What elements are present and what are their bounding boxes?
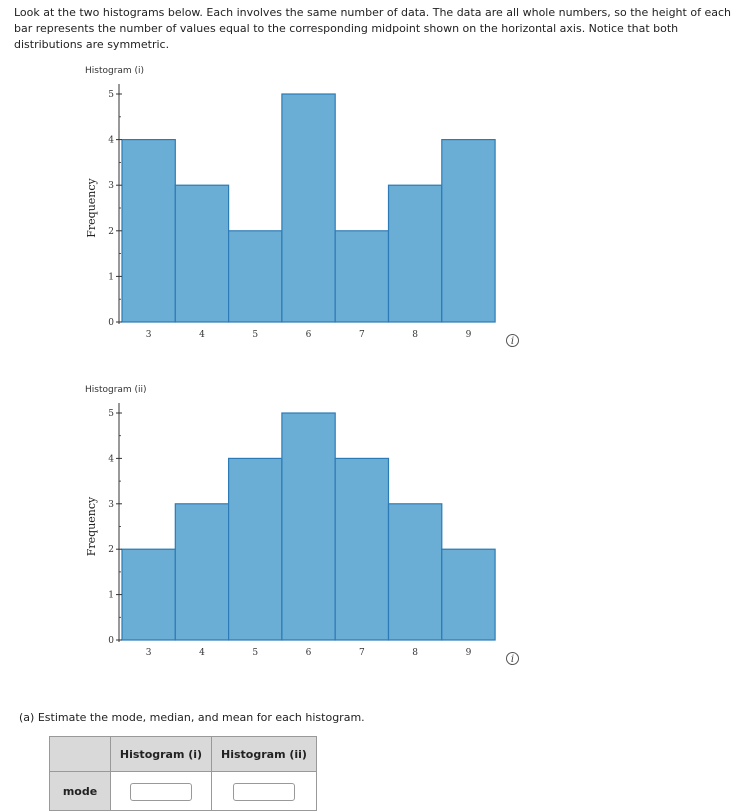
histogram-2-title: Histogram (ii) bbox=[85, 385, 147, 395]
x-tick-label: 7 bbox=[359, 330, 365, 340]
y-axis-label: Frequency bbox=[85, 177, 98, 237]
histogram-bar bbox=[387, 503, 443, 641]
table-row: mode bbox=[49, 771, 317, 811]
mode-cell-histogram-1 bbox=[110, 771, 212, 811]
y-tick-label: 1 bbox=[108, 591, 114, 601]
x-tick-label: 4 bbox=[199, 330, 205, 340]
x-tick-label: 8 bbox=[412, 648, 418, 658]
y-tick-label: 5 bbox=[108, 409, 114, 419]
info-icon[interactable]: i bbox=[506, 334, 519, 347]
mode-cell-histogram-2 bbox=[211, 771, 317, 811]
column-header-histogram-2: Histogram (ii) bbox=[211, 736, 317, 772]
histogram-bar bbox=[441, 139, 496, 323]
histogram-bar bbox=[334, 230, 390, 323]
histogram-bar bbox=[281, 412, 336, 641]
column-header-histogram-1: Histogram (i) bbox=[110, 736, 212, 772]
x-tick-label: 9 bbox=[466, 330, 472, 340]
y-tick-label: 4 bbox=[108, 136, 114, 146]
y-tick-label: 4 bbox=[108, 454, 114, 464]
x-tick-label: 5 bbox=[252, 648, 258, 658]
histogram-1-title: Histogram (i) bbox=[85, 66, 145, 76]
part-a-prompt: (a) Estimate the mode, median, and mean … bbox=[19, 711, 365, 724]
histogram-bar bbox=[281, 93, 336, 323]
y-tick-label: 5 bbox=[108, 90, 114, 100]
x-tick-label: 3 bbox=[146, 330, 152, 340]
y-tick-label: 2 bbox=[108, 227, 114, 237]
histogram-2-chart: 0 1 2 3 4 5 3 4 5 6 7 8 9 Frequency bbox=[85, 403, 496, 658]
y-tick-label: 3 bbox=[108, 181, 114, 191]
y-axis-label: Frequency bbox=[85, 496, 98, 556]
mode-input-histogram-1[interactable] bbox=[130, 783, 192, 802]
histogram-bar bbox=[441, 548, 496, 641]
y-tick-label: 0 bbox=[108, 636, 114, 646]
x-tick-label: 4 bbox=[199, 648, 205, 658]
answer-table: Histogram (i) Histogram (ii) mode bbox=[49, 736, 317, 811]
histogram-bar bbox=[334, 457, 390, 641]
y-tick-label: 0 bbox=[108, 318, 114, 328]
y-tick-label: 1 bbox=[108, 272, 114, 282]
histogram-bar bbox=[228, 457, 283, 641]
row-label-mode: mode bbox=[49, 771, 111, 811]
histogram-bar bbox=[121, 139, 176, 323]
histogram-1-chart: 0 1 2 3 4 5 3 4 5 6 7 8 9 Frequency bbox=[85, 84, 496, 340]
y-tick-label: 2 bbox=[108, 545, 114, 555]
histogram-bar bbox=[121, 548, 176, 641]
x-tick-label: 3 bbox=[146, 648, 152, 658]
info-icon[interactable]: i bbox=[506, 652, 519, 665]
x-tick-label: 8 bbox=[412, 330, 418, 340]
mode-input-histogram-2[interactable] bbox=[233, 783, 295, 802]
histogram-bar bbox=[174, 184, 230, 323]
x-tick-label: 6 bbox=[306, 648, 312, 658]
x-tick-label: 5 bbox=[252, 330, 258, 340]
table-corner bbox=[49, 736, 111, 772]
x-tick-label: 7 bbox=[359, 648, 365, 658]
histogram-bar bbox=[174, 503, 230, 641]
y-tick-label: 3 bbox=[108, 500, 114, 510]
x-tick-label: 9 bbox=[466, 648, 472, 658]
question-text: Look at the two histograms below. Each i… bbox=[14, 6, 731, 51]
x-tick-label: 6 bbox=[306, 330, 312, 340]
